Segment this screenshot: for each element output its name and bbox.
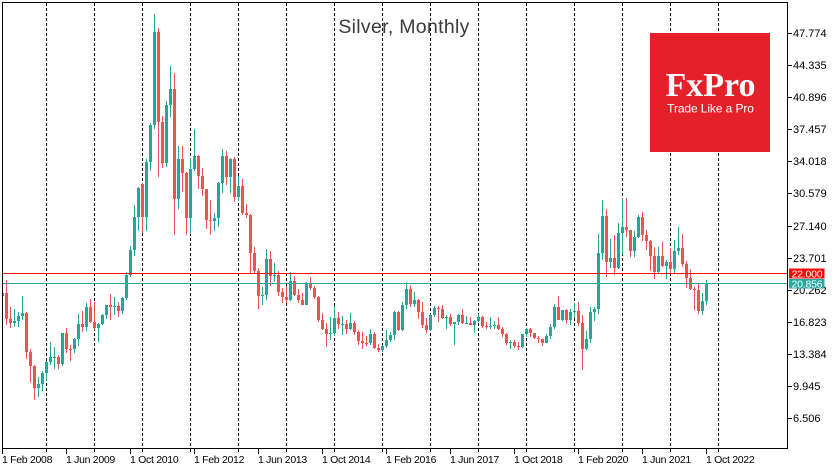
svg-text:13.384: 13.384 — [793, 349, 827, 361]
svg-text:1 Oct 2010: 1 Oct 2010 — [130, 454, 179, 466]
svg-text:6.506: 6.506 — [793, 413, 821, 425]
svg-text:1 Jun 2013: 1 Jun 2013 — [258, 454, 307, 466]
svg-text:1 Oct 2022: 1 Oct 2022 — [706, 454, 755, 466]
svg-text:34.018: 34.018 — [793, 156, 827, 168]
svg-text:1 Feb 2020: 1 Feb 2020 — [578, 454, 629, 466]
svg-text:44.335: 44.335 — [793, 60, 827, 72]
svg-text:1 Feb 2012: 1 Feb 2012 — [194, 454, 245, 466]
svg-text:20.856: 20.856 — [792, 279, 823, 291]
svg-text:Silver, Monthly: Silver, Monthly — [338, 16, 469, 38]
svg-text:1 Feb 2008: 1 Feb 2008 — [2, 454, 53, 466]
svg-text:23.701: 23.701 — [793, 253, 827, 265]
svg-text:FxPro: FxPro — [665, 67, 755, 104]
svg-text:40.896: 40.896 — [793, 92, 827, 104]
svg-text:1 Oct 2014: 1 Oct 2014 — [322, 454, 371, 466]
svg-text:9.945: 9.945 — [793, 381, 821, 393]
svg-text:1 Feb 2016: 1 Feb 2016 — [386, 454, 437, 466]
svg-text:22.000: 22.000 — [792, 269, 823, 281]
svg-text:27.140: 27.140 — [793, 221, 827, 233]
svg-text:1 Jun 2009: 1 Jun 2009 — [66, 454, 115, 466]
svg-text:16.823: 16.823 — [793, 317, 827, 329]
svg-text:1 Oct 2018: 1 Oct 2018 — [514, 454, 563, 466]
svg-text:30.579: 30.579 — [793, 188, 827, 200]
svg-text:1 Jun 2017: 1 Jun 2017 — [450, 454, 499, 466]
svg-text:1 Jun 2021: 1 Jun 2021 — [642, 454, 691, 466]
svg-text:Trade Like a Pro: Trade Like a Pro — [667, 102, 754, 116]
svg-text:37.457: 37.457 — [793, 124, 827, 136]
svg-text:47.774: 47.774 — [793, 28, 827, 40]
